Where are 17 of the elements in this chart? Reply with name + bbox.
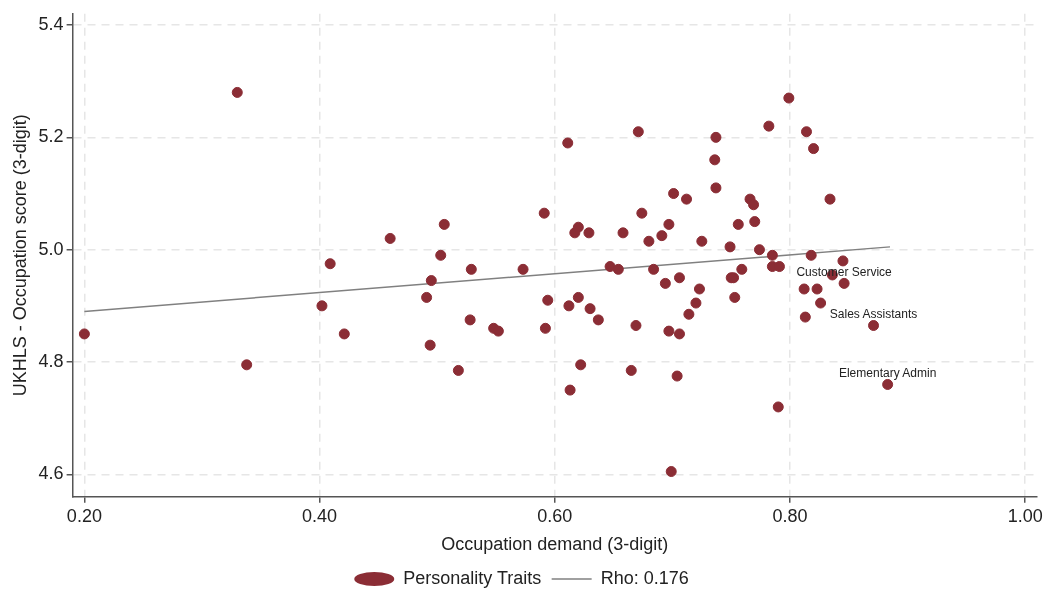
x-axis-title: Occupation demand (3-digit) bbox=[441, 534, 669, 555]
y-tick-label: 5.2 bbox=[38, 126, 64, 147]
y-axis-title: UKHLS - Occupation score (3-digit) bbox=[9, 114, 30, 397]
y-tick-label: 5.0 bbox=[38, 238, 64, 259]
y-tick-label: 5.4 bbox=[38, 14, 64, 34]
x-tick-label: 0.20 bbox=[66, 505, 102, 526]
y-tick-label: 4.8 bbox=[38, 350, 64, 371]
y-tick-label: 4.6 bbox=[38, 463, 64, 484]
annotation: Customer Service bbox=[796, 264, 893, 279]
annotation: Elementary Admin bbox=[838, 365, 937, 380]
annotation: Sales Assistants bbox=[829, 306, 918, 321]
x-tick-label: 0.40 bbox=[302, 505, 338, 526]
legend-label: Personality Traits bbox=[403, 567, 542, 588]
legend-label: Rho: 0.176 bbox=[600, 567, 689, 588]
x-tick-label: 0.80 bbox=[772, 505, 808, 526]
x-tick-label: 1.00 bbox=[1007, 505, 1043, 526]
x-tick-label: 0.60 bbox=[537, 505, 573, 526]
